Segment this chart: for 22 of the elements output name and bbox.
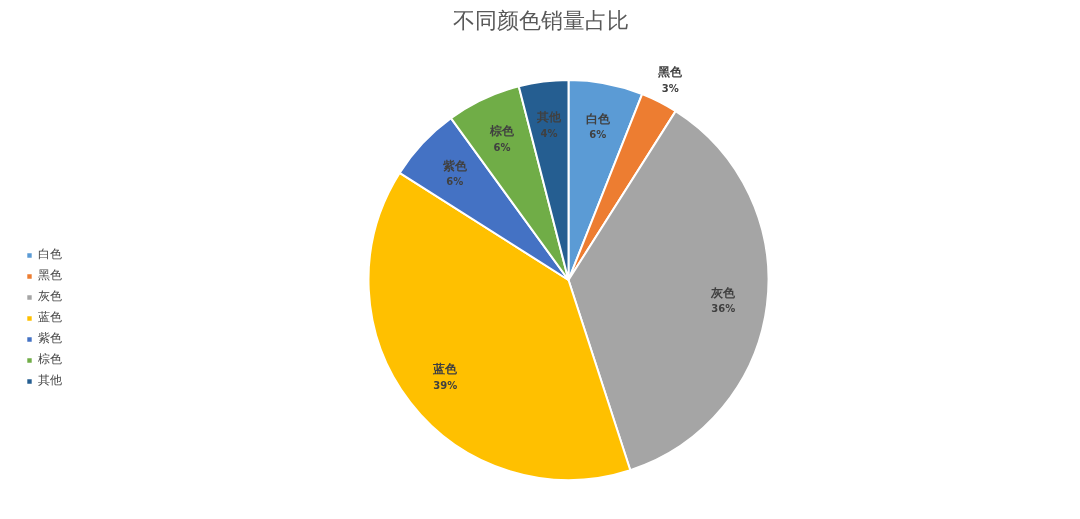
legend-label: 紫色 (38, 330, 62, 347)
slice-label: 蓝色 (432, 362, 459, 377)
slice-label: 其他 (535, 110, 562, 125)
slice-label: 黑色 (657, 65, 684, 80)
slice-label: 灰色 (710, 285, 737, 300)
legend-label: 蓝色 (38, 309, 62, 326)
legend-label: 灰色 (38, 288, 62, 305)
legend-label: 其他 (38, 372, 62, 389)
data-label: 6% (589, 129, 607, 141)
slice-label: 白色 (585, 111, 611, 126)
data-label: 39% (433, 379, 458, 391)
slice-label: 棕色 (489, 123, 516, 138)
data-label: 4% (540, 127, 558, 139)
legend-label: 黑色 (38, 267, 62, 284)
data-label: 6% (493, 141, 511, 153)
slice-label: 紫色 (441, 158, 468, 173)
data-label: 36% (711, 303, 736, 315)
legend-label: 白色 (38, 246, 62, 263)
data-label: 3% (661, 82, 679, 94)
legend-label: 棕色 (38, 351, 62, 368)
chart-title: 不同颜色销量占比 (452, 7, 629, 33)
data-label: 6% (446, 176, 464, 188)
